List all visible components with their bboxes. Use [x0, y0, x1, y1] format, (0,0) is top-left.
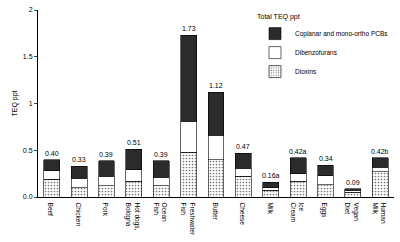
svg-text:0.33: 0.33: [72, 156, 86, 163]
svg-text:0.0: 0.0: [23, 193, 33, 200]
svg-text:Eggs: Eggs: [320, 203, 328, 219]
svg-text:0.42b: 0.42b: [371, 148, 389, 155]
svg-text:IceCream: IceCream: [290, 203, 305, 223]
svg-text:Chicken: Chicken: [75, 203, 82, 227]
svg-text:Pork: Pork: [102, 203, 109, 217]
svg-text:VeganDiet: VeganDiet: [344, 203, 359, 222]
svg-text:0.39: 0.39: [99, 151, 113, 158]
svg-text:1.73: 1.73: [182, 25, 196, 32]
svg-text:Cheese: Cheese: [239, 203, 246, 226]
svg-text:0.51: 0.51: [127, 139, 141, 146]
svg-text:0.39: 0.39: [154, 151, 168, 158]
svg-text:0.40: 0.40: [45, 150, 59, 157]
svg-text:Milk: Milk: [267, 203, 274, 215]
svg-text:2: 2: [29, 6, 33, 13]
svg-text:Hot dogs,Bologna: Hot dogs,Bologna: [124, 203, 140, 231]
svg-text:0.09: 0.09: [346, 179, 360, 186]
svg-text:0.5: 0.5: [23, 147, 33, 154]
svg-text:TEQ ppt: TEQ ppt: [11, 90, 19, 116]
svg-text:FreshwaterFish: FreshwaterFish: [180, 203, 195, 236]
svg-text:OceanFish: OceanFish: [153, 203, 168, 223]
svg-text:1.5: 1.5: [23, 53, 33, 60]
svg-text:HumanMilk: HumanMilk: [372, 203, 387, 224]
svg-text:Dibenzofurans: Dibenzofurans: [295, 49, 338, 56]
svg-text:Beef: Beef: [47, 203, 54, 217]
svg-text:Butter: Butter: [212, 203, 219, 221]
svg-text:0.34: 0.34: [319, 155, 333, 162]
svg-text:1.12: 1.12: [209, 82, 223, 89]
svg-text:0.42a: 0.42a: [289, 148, 307, 155]
svg-text:Coplanar and mono-ortho PCBs: Coplanar and mono-ortho PCBs: [295, 30, 388, 38]
svg-text:0.16a: 0.16a: [262, 172, 280, 179]
svg-text:Total TEQ ppt: Total TEQ ppt: [257, 13, 300, 21]
svg-text:0.47: 0.47: [236, 143, 250, 150]
svg-text:1: 1: [29, 100, 33, 107]
svg-text:Dioxins: Dioxins: [295, 68, 317, 75]
